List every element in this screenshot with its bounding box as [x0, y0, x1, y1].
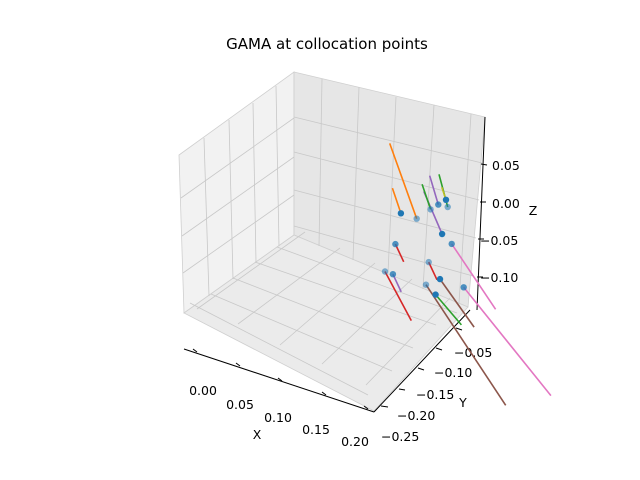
collocation-point — [436, 275, 444, 283]
y-tick-label: −0.10 — [434, 365, 472, 380]
vector-line — [391, 187, 402, 214]
collocation-point — [427, 206, 434, 213]
collocation-point — [389, 271, 397, 278]
z-tick-label: −0.05 — [480, 233, 518, 248]
z-tick-label: 0.05 — [492, 158, 520, 173]
axis-lines — [183, 116, 488, 413]
y-tick-label: −0.15 — [416, 387, 454, 402]
x-axis-line — [183, 348, 375, 413]
collocation-point — [444, 203, 451, 211]
collocation-point — [397, 210, 405, 217]
pane-faces — [178, 71, 486, 412]
x-tick-label: 0.15 — [302, 422, 330, 437]
collocation-point — [438, 230, 446, 238]
collocation-point — [381, 268, 389, 275]
vector-line — [384, 271, 413, 321]
collocation-point — [448, 240, 455, 248]
x-tick-label: 0.00 — [189, 383, 217, 398]
vector-line — [392, 273, 402, 293]
x-tick-label: 0.05 — [226, 397, 254, 412]
x-tick-label: 0.20 — [341, 434, 369, 449]
floor-pane — [183, 234, 469, 412]
vector-line — [428, 175, 440, 205]
vector-line — [463, 286, 552, 397]
vector-line — [434, 294, 463, 326]
y-tick-labels: −0.25 −0.20 −0.15 −0.10 −0.05 — [381, 345, 492, 444]
vector-line — [427, 261, 438, 281]
collocation-point — [442, 196, 450, 203]
vector-line — [394, 243, 405, 263]
vector-line — [388, 143, 418, 219]
data-layer — [381, 143, 552, 406]
collocation-point — [435, 201, 442, 208]
z-tick-label: −0.10 — [480, 270, 518, 285]
z-tick-label: 0.00 — [492, 196, 520, 211]
y-tick-label: −0.05 — [454, 345, 492, 360]
y-tick-label: −0.20 — [397, 408, 435, 423]
x-tick-labels: 0.00 0.05 0.10 0.15 0.20 — [189, 383, 369, 449]
collocation-point — [425, 258, 432, 266]
z-axis-title: Z — [529, 203, 538, 218]
y-axis-title: Y — [458, 395, 467, 410]
collocation-point — [432, 291, 439, 298]
collocation-point — [392, 240, 399, 248]
collocation-point — [422, 281, 430, 288]
x-tick-label: 0.10 — [264, 410, 292, 425]
z-axis-line — [476, 116, 486, 311]
collocation-point — [413, 215, 420, 222]
chart-title: GAMA at collocation points — [226, 35, 428, 53]
x-axis-title: X — [253, 427, 262, 442]
vector-line — [451, 243, 497, 310]
vector-line — [425, 284, 507, 406]
z-tick-labels: 0.05 0.00 −0.05 −0.10 — [480, 158, 520, 285]
vector-line — [439, 278, 475, 328]
y-tick-label: −0.25 — [381, 429, 419, 444]
collocation-point — [460, 284, 467, 291]
vector-line — [421, 183, 432, 210]
